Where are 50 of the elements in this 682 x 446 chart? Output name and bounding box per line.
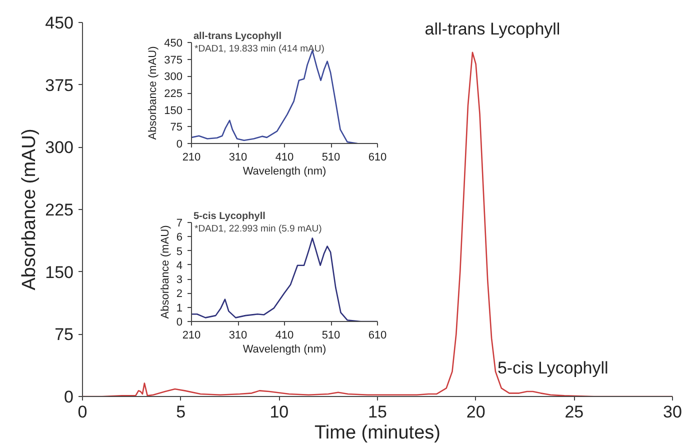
x-tick-label: 410 (275, 152, 294, 164)
x-tick-label: 15 (368, 402, 387, 422)
y-tick-label: 1 (176, 302, 183, 314)
y-tick-label: 375 (164, 54, 183, 66)
y-tick-label: 2 (176, 288, 183, 300)
x-tick-label: 610 (368, 330, 387, 342)
y-tick-label: 7 (176, 218, 183, 230)
y-tick-label: 225 (45, 200, 74, 220)
y-tick-label: 4 (176, 260, 183, 272)
x-tick-label: 610 (368, 152, 387, 164)
x-tick-label: 510 (322, 330, 340, 342)
y-tick-label: 75 (170, 122, 183, 134)
y-tick-label: 150 (45, 262, 74, 282)
x-tick-label: 25 (564, 402, 584, 422)
y-tick-label: 375 (45, 76, 74, 95)
x-tick-label: 10 (270, 402, 289, 422)
x-tick-label: 0 (78, 402, 88, 422)
x-tick-label: 210 (182, 152, 201, 164)
y-tick-label: 150 (164, 104, 183, 117)
x-tick-label: 20 (466, 402, 486, 422)
y-tick-label: 300 (164, 71, 183, 84)
y-tick-label: 0 (176, 138, 183, 150)
chart-title: 5-cis Lycophyll (194, 211, 266, 222)
y-axis-title: Absorbance (mAU) (147, 46, 160, 140)
annotation: 5-cis Lycophyll (497, 358, 608, 378)
y-tick-label: 5 (176, 246, 183, 258)
y-tick-label: 3 (176, 274, 183, 286)
x-axis-title: Wavelength (nm) (242, 166, 326, 178)
x-tick-label: 510 (322, 152, 340, 164)
chart-title: all-trans Lycophyll (194, 31, 282, 42)
y-tick-label: 75 (54, 325, 74, 344)
y-tick-label: 6 (176, 232, 183, 244)
chart-subtitle: *DAD1, 19.833 min (414 mAU) (194, 44, 324, 54)
x-tick-label: 310 (228, 152, 248, 164)
x-tick-label: 410 (275, 330, 294, 342)
y-tick-label: 0 (64, 388, 74, 406)
y-tick-label: 450 (45, 14, 74, 32)
x-axis-title: Time (minutes) (314, 422, 440, 444)
y-axis-title: Absorbance (mAU) (159, 225, 172, 319)
chart-subtitle: *DAD1, 22.993 min (5.9 mAU) (194, 224, 322, 234)
x-tick-label: 210 (182, 330, 201, 342)
x-tick-label: 30 (663, 402, 682, 422)
x-axis-title: Wavelength (nm) (242, 344, 326, 356)
annotation: all-trans Lycophyll (424, 19, 560, 38)
y-tick-label: 225 (164, 88, 183, 100)
y-axis-title: Absorbance (mAU) (19, 128, 40, 290)
x-tick-label: 310 (228, 330, 248, 342)
y-tick-label: 300 (45, 138, 74, 158)
y-tick-label: 0 (176, 316, 183, 328)
y-tick-label: 450 (164, 38, 183, 50)
